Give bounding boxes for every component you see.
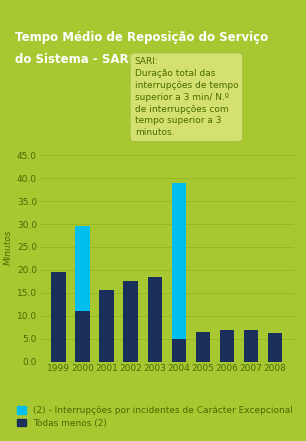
Bar <box>196 332 210 362</box>
Y-axis label: Minutos: Minutos <box>4 229 13 265</box>
Bar <box>124 281 138 362</box>
Legend: (2) - Interrupções por incidentes de Carácter Excepcional, Todas menos (2): (2) - Interrupções por incidentes de Car… <box>17 406 293 428</box>
Text: do Sistema - SARI: do Sistema - SARI <box>15 53 133 66</box>
Bar <box>172 183 186 339</box>
Bar <box>268 333 282 362</box>
Bar <box>220 329 234 362</box>
Text: SARI:
Duração total das
interrupções de tempo
superior a 3 min/ N.º
de interrupç: SARI: Duração total das interrupções de … <box>135 57 238 137</box>
Bar <box>51 272 66 362</box>
Bar <box>244 330 258 362</box>
Bar <box>75 311 90 362</box>
Bar <box>75 226 90 311</box>
Text: Tempo Médio de Reposição do Serviço: Tempo Médio de Reposição do Serviço <box>15 31 268 44</box>
Bar <box>147 277 162 362</box>
Bar <box>99 290 114 362</box>
Bar <box>172 339 186 362</box>
